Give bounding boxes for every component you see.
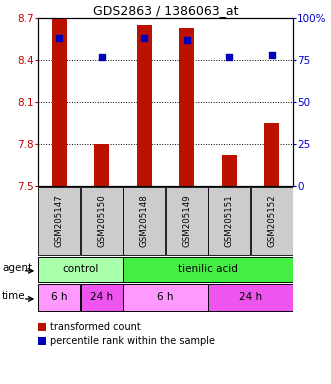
Bar [81, 285, 122, 311]
Bar [264, 123, 279, 186]
Bar [123, 285, 208, 311]
Bar [81, 187, 122, 255]
Bar [52, 18, 67, 186]
Point [227, 53, 232, 60]
Title: GDS2863 / 1386063_at: GDS2863 / 1386063_at [93, 4, 238, 17]
Text: 6 h: 6 h [51, 292, 68, 302]
Text: percentile rank within the sample: percentile rank within the sample [50, 336, 215, 346]
Point [184, 37, 189, 43]
Text: 24 h: 24 h [239, 292, 262, 302]
Point [142, 35, 147, 41]
Text: GSM205152: GSM205152 [267, 195, 276, 247]
Bar [222, 155, 237, 186]
Text: transformed count: transformed count [50, 322, 141, 332]
Bar [38, 187, 80, 255]
Bar [123, 187, 165, 255]
Bar [38, 257, 122, 281]
Text: time: time [2, 291, 25, 301]
Text: 6 h: 6 h [157, 292, 174, 302]
Text: control: control [62, 264, 99, 274]
Bar [166, 187, 208, 255]
Bar [137, 25, 152, 186]
Point [99, 53, 104, 60]
Text: GSM205151: GSM205151 [225, 195, 234, 247]
Text: GSM205150: GSM205150 [97, 195, 106, 247]
Text: GSM205149: GSM205149 [182, 195, 191, 247]
Point [269, 52, 274, 58]
Bar [251, 187, 293, 255]
Point [57, 35, 62, 41]
Bar [38, 337, 46, 345]
Text: agent: agent [2, 263, 32, 273]
Bar [209, 285, 293, 311]
Text: GSM205147: GSM205147 [55, 195, 64, 247]
Bar [38, 323, 46, 331]
Bar [123, 257, 293, 281]
Text: tienilic acid: tienilic acid [178, 264, 238, 274]
Bar [94, 144, 109, 186]
Bar [179, 28, 194, 186]
Text: GSM205148: GSM205148 [140, 195, 149, 247]
Bar [209, 187, 250, 255]
Bar [38, 285, 80, 311]
Text: 24 h: 24 h [90, 292, 113, 302]
